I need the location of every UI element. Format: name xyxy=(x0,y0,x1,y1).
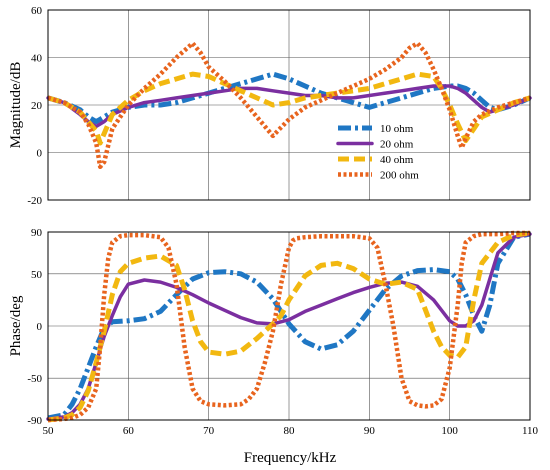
legend-label: 200 ohm xyxy=(380,170,419,182)
legend: 10 ohm 20 ohm 40 ohm 200 ohm xyxy=(336,123,419,182)
legend-label: 20 ohm xyxy=(380,139,414,151)
series-line-200-ohm xyxy=(47,230,530,423)
x-tick-label: 60 xyxy=(123,425,135,437)
y-tick-label: 20 xyxy=(31,100,43,112)
phase-y-axis-label: Phase/deg xyxy=(8,295,24,356)
x-tick-label: 50 xyxy=(43,425,55,437)
y-tick-label: 50 xyxy=(31,269,43,281)
x-tick-label: 110 xyxy=(522,425,539,437)
magnitude-plot-frame xyxy=(47,9,531,201)
y-tick-label: -20 xyxy=(27,195,42,207)
magnitude-y-axis-label: Magnitude/dB xyxy=(8,62,24,149)
magnitude-panel: -20 0 20 40 60 Magnitude/dB 10 ohm 20 ohm 40 o… xyxy=(8,5,532,207)
series-line-10-ohm xyxy=(47,231,531,421)
phase-y-ticks: -90 -50 0 50 90 xyxy=(27,227,42,427)
series-line-40-ohm xyxy=(47,71,531,146)
phase-series xyxy=(46,230,532,423)
y-tick-label: 60 xyxy=(31,5,43,17)
series-line-40-ohm xyxy=(47,230,531,423)
y-tick-label: -90 xyxy=(27,415,42,427)
phase-plot-frame xyxy=(47,231,531,421)
y-tick-label: 0 xyxy=(37,148,43,160)
series-line-200-ohm xyxy=(47,41,531,170)
y-tick-label: 40 xyxy=(31,53,43,65)
phase-panel: -90 -50 0 50 90 50 60 70 80 90 100 110 Phase/deg F… xyxy=(8,227,539,466)
magnitude-y-ticks: -20 0 20 40 60 xyxy=(27,5,42,207)
legend-label: 40 ohm xyxy=(380,154,414,166)
x-tick-label: 90 xyxy=(364,425,376,437)
x-tick-label: 80 xyxy=(284,425,296,437)
y-tick-label: 90 xyxy=(31,227,43,239)
frequency-x-axis-label: Frequency/kHz xyxy=(244,450,337,466)
magnitude-series xyxy=(46,41,532,170)
y-tick-label: 0 xyxy=(37,321,43,333)
y-tick-label: -50 xyxy=(27,373,42,385)
x-tick-label: 100 xyxy=(441,425,458,437)
legend-label: 10 ohm xyxy=(380,123,414,135)
x-tick-label: 70 xyxy=(203,425,215,437)
phase-x-ticks: 50 60 70 80 90 100 110 xyxy=(43,425,539,437)
series-line-10-ohm xyxy=(47,71,532,125)
